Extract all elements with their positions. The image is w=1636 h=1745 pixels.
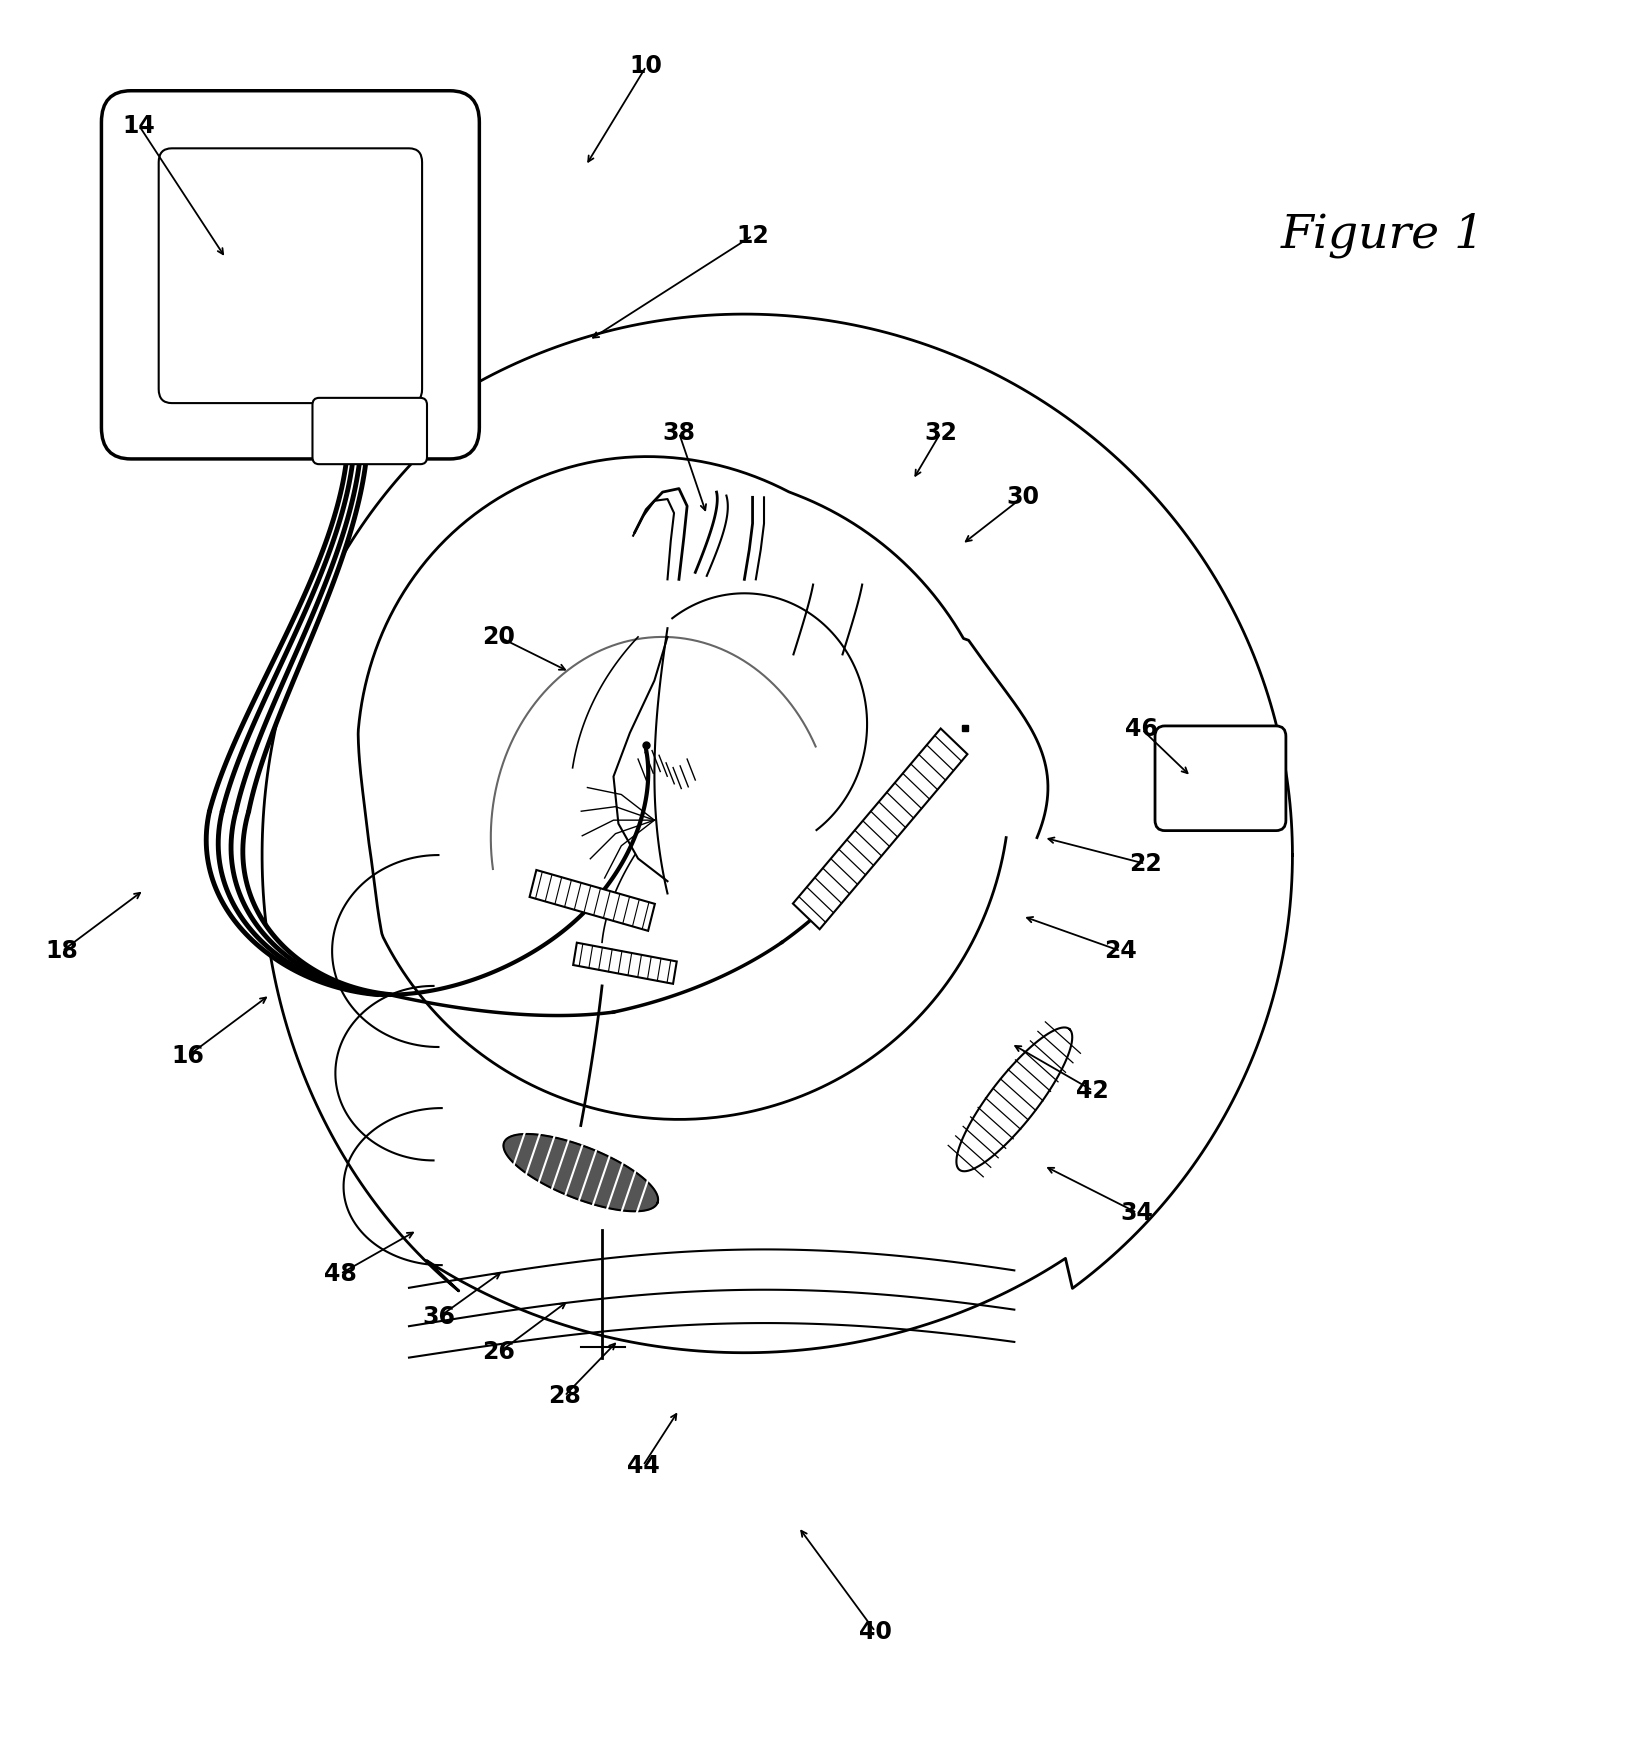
Polygon shape — [793, 728, 967, 930]
FancyBboxPatch shape — [101, 91, 479, 459]
FancyBboxPatch shape — [159, 148, 422, 403]
Text: 38: 38 — [663, 421, 695, 445]
Text: 10: 10 — [630, 54, 663, 79]
Text: 46: 46 — [1126, 717, 1158, 742]
Text: 16: 16 — [172, 1044, 204, 1068]
Text: 36: 36 — [422, 1305, 455, 1330]
Text: 24: 24 — [1104, 939, 1137, 963]
Text: 20: 20 — [483, 625, 515, 649]
Text: 14: 14 — [123, 113, 155, 138]
Text: 34: 34 — [1121, 1201, 1153, 1225]
Text: 12: 12 — [736, 223, 769, 248]
FancyBboxPatch shape — [1155, 726, 1286, 831]
FancyBboxPatch shape — [312, 398, 427, 464]
Polygon shape — [504, 1134, 658, 1211]
Polygon shape — [206, 457, 391, 995]
Polygon shape — [358, 457, 1049, 1119]
Polygon shape — [573, 942, 677, 984]
Text: Figure 1: Figure 1 — [1281, 213, 1484, 258]
Text: 22: 22 — [1129, 852, 1162, 876]
Text: 18: 18 — [46, 939, 79, 963]
Text: 48: 48 — [324, 1262, 357, 1286]
Text: 26: 26 — [483, 1340, 515, 1365]
Text: 32: 32 — [924, 421, 957, 445]
Polygon shape — [530, 871, 654, 930]
Text: 30: 30 — [1006, 485, 1039, 510]
Text: 28: 28 — [548, 1384, 581, 1408]
Text: 44: 44 — [627, 1454, 659, 1478]
Text: 40: 40 — [859, 1619, 892, 1644]
Text: 42: 42 — [1076, 1078, 1109, 1103]
Polygon shape — [957, 1028, 1072, 1171]
